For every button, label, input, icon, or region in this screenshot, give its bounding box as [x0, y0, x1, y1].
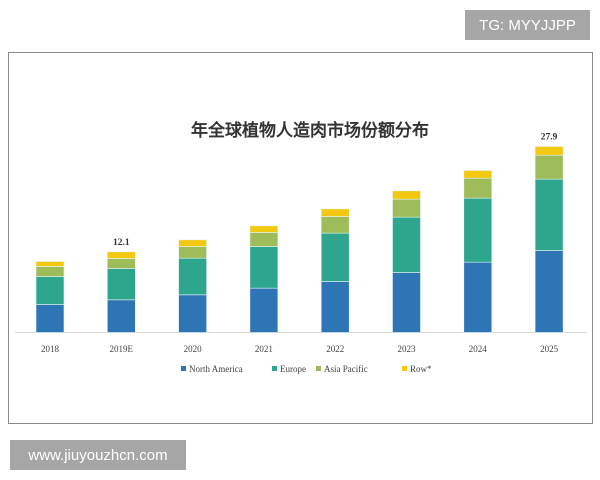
- bar-europe-2020: [178, 257, 207, 296]
- x-tick-label: 2022: [326, 344, 344, 354]
- legend-swatch: [181, 366, 186, 371]
- bar-north-america-2019E: [107, 299, 136, 333]
- legend-label: North America: [189, 364, 243, 374]
- bar-row--2020: [178, 239, 207, 247]
- bar-europe-2025: [534, 178, 564, 251]
- x-tick-label: 2019E: [110, 344, 134, 354]
- bar-north-america-2020: [178, 294, 207, 333]
- bar-north-america-2024: [463, 261, 493, 333]
- watermark-site: www.jiuyouzhcn.com: [10, 440, 186, 470]
- x-tick-label: 2025: [540, 344, 559, 354]
- legend-swatch: [316, 366, 321, 371]
- bar-row--2022: [320, 208, 350, 217]
- bar-row--2024: [463, 170, 493, 179]
- watermark-tg: TG: MYYJJPP: [465, 10, 590, 40]
- bar-europe-2021: [249, 246, 279, 289]
- bar-asia-pacific-2023: [392, 198, 421, 218]
- bar-europe-2022: [320, 232, 350, 282]
- legend-label: Asia Pacific: [324, 364, 368, 374]
- bar-row--2025: [534, 146, 564, 156]
- x-tick-label: 2018: [41, 344, 60, 354]
- bar-north-america-2018: [35, 304, 65, 333]
- bar-row--2021: [249, 225, 279, 233]
- bar-europe-2018: [35, 276, 65, 305]
- bar-asia-pacific-2020: [178, 246, 207, 259]
- bar-europe-2019E: [107, 268, 136, 301]
- bar-north-america-2022: [320, 281, 350, 333]
- data-label: 27.9: [541, 133, 558, 143]
- bar-asia-pacific-2024: [463, 177, 493, 199]
- legend-label: Europe: [280, 364, 306, 374]
- bar-asia-pacific-2025: [534, 154, 564, 180]
- legend-label: Row*: [410, 364, 432, 374]
- bar-europe-2023: [392, 216, 421, 273]
- bar-north-america-2023: [392, 272, 421, 333]
- x-tick-label: 2020: [184, 344, 203, 354]
- bar-asia-pacific-2019E: [107, 258, 136, 269]
- legend-swatch: [402, 366, 407, 371]
- data-label: 12.1: [113, 238, 130, 248]
- x-tick-label: 2023: [398, 344, 417, 354]
- chart-title: 年全球植物人造肉市场份额分布: [191, 120, 429, 141]
- bar-europe-2024: [463, 197, 493, 263]
- bar-asia-pacific-2021: [249, 232, 279, 247]
- x-tick-label: 2021: [255, 344, 273, 354]
- bar-north-america-2025: [534, 250, 564, 333]
- legend-swatch: [272, 366, 277, 371]
- x-tick-label: 2024: [469, 344, 488, 354]
- bar-north-america-2021: [249, 287, 279, 333]
- bar-asia-pacific-2018: [35, 266, 65, 277]
- bar-row--2018: [35, 261, 65, 267]
- chart-frame: [8, 52, 593, 424]
- bar-row--2023: [392, 190, 421, 200]
- bar-row--2019E: [107, 251, 136, 259]
- bar-asia-pacific-2022: [320, 216, 350, 234]
